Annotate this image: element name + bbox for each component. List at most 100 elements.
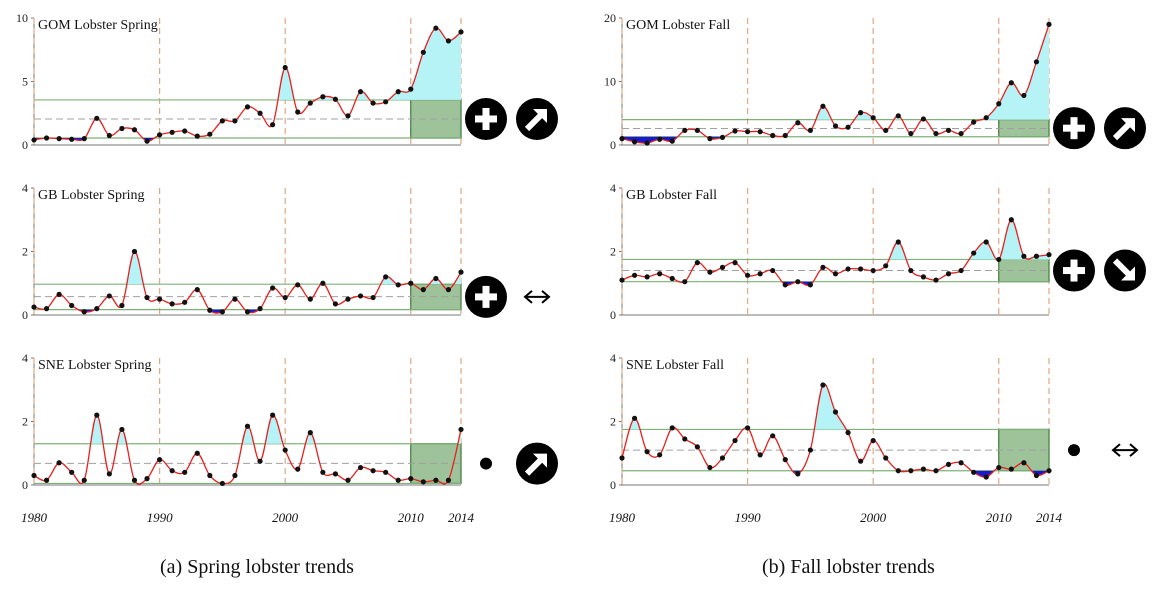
below-band-fill — [622, 281, 1049, 286]
x-tick-label: 1990 — [147, 510, 174, 525]
double-arrow-left-head — [1111, 443, 1121, 457]
below-band-fill — [34, 138, 461, 142]
data-point — [194, 287, 200, 293]
y-tick-label: 4 — [610, 351, 616, 365]
panel-4: 0 2 4 GB Lobster Fall — [610, 181, 1146, 322]
data-point — [232, 472, 238, 479]
data-point — [94, 115, 100, 121]
data-point — [958, 267, 964, 274]
y-tick-label: 0 — [22, 138, 28, 152]
plus-bar-v — [482, 107, 490, 130]
data-point — [657, 136, 663, 142]
below-band-group — [622, 136, 1049, 144]
x-tick-label: 1980 — [609, 510, 636, 525]
data-point — [845, 124, 851, 130]
arrow-up-right-shaft — [524, 457, 544, 476]
caption-spring: (a) Spring lobster trends — [160, 556, 354, 578]
double-arrow-right-head — [541, 290, 551, 304]
data-point — [707, 136, 713, 142]
data-point — [971, 119, 977, 125]
data-point — [770, 132, 776, 139]
data-point — [270, 122, 276, 128]
data-point — [945, 461, 952, 467]
data-point — [782, 132, 788, 139]
data-point — [958, 130, 964, 137]
data-point — [119, 426, 125, 433]
data-point — [194, 450, 200, 456]
data-point — [1021, 92, 1027, 99]
data-point — [445, 477, 452, 483]
data-point — [131, 127, 138, 133]
data-point — [1008, 466, 1014, 472]
data-point — [445, 38, 452, 44]
data-point — [345, 477, 351, 483]
data-point — [996, 101, 1002, 107]
x-tick-label: 2014 — [448, 510, 475, 525]
data-point — [770, 267, 776, 274]
data-point — [144, 476, 150, 482]
panel-0: 0 5 10 GOM Lobster Spring — [16, 11, 558, 152]
data-point — [631, 415, 638, 421]
data-point — [1033, 253, 1040, 259]
data-point — [832, 409, 839, 415]
data-point — [719, 134, 726, 140]
data-point — [744, 272, 751, 278]
data-point — [920, 116, 927, 122]
data-point — [631, 272, 638, 278]
data-point — [395, 477, 401, 483]
series-line — [621, 383, 1050, 478]
data-point — [370, 468, 376, 474]
data-point — [832, 123, 839, 129]
data-point — [81, 309, 87, 315]
series-line — [33, 250, 462, 314]
double-arrow-left-head — [523, 290, 533, 304]
data-point — [870, 115, 876, 121]
data-point — [933, 130, 939, 137]
data-point — [707, 269, 713, 275]
data-point — [282, 447, 288, 453]
data-point — [996, 464, 1002, 471]
data-point — [156, 296, 163, 302]
data-point — [119, 302, 125, 309]
data-point — [870, 437, 876, 444]
y-tick-label: 2 — [610, 415, 616, 429]
data-point — [370, 294, 376, 301]
x-tick-label: 2010 — [398, 510, 425, 525]
panel-title: GB Lobster Fall — [626, 188, 717, 203]
data-point — [845, 266, 851, 272]
data-point — [307, 430, 313, 436]
data-point — [357, 293, 364, 299]
data-point — [408, 476, 414, 482]
data-point — [732, 437, 738, 444]
data-point — [682, 279, 688, 285]
data-point — [983, 239, 989, 245]
data-point — [395, 89, 401, 95]
data-point — [719, 455, 726, 461]
data-point — [232, 296, 238, 302]
y-tick-label: 0 — [22, 308, 28, 322]
data-point — [81, 136, 87, 142]
panel-3: 0 10 20 GOM Lobster Fall — [604, 11, 1146, 152]
data-point — [232, 118, 238, 124]
data-point — [270, 412, 276, 418]
data-point — [732, 260, 738, 266]
data-point — [144, 138, 150, 144]
data-point — [983, 474, 989, 480]
data-point — [858, 266, 864, 272]
data-point — [971, 250, 977, 256]
data-point — [644, 140, 650, 146]
data-point — [420, 479, 426, 485]
data-point — [631, 139, 638, 145]
data-point — [807, 127, 813, 133]
data-point — [644, 449, 650, 455]
data-point — [207, 472, 213, 479]
y-tick-label: 5 — [22, 75, 28, 89]
data-point — [295, 109, 301, 115]
above-band-fill — [815, 24, 1049, 120]
x-tick-label: 1990 — [735, 510, 762, 525]
dot-icon — [1068, 444, 1080, 457]
data-point — [207, 307, 213, 313]
y-tick-label: 2 — [22, 415, 28, 429]
data-point — [332, 471, 339, 477]
data-point — [420, 287, 426, 293]
